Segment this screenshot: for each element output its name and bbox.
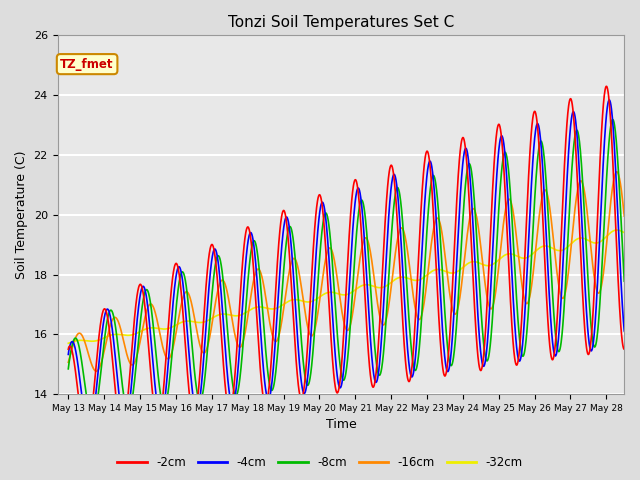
Text: TZ_fmet: TZ_fmet xyxy=(60,58,114,71)
Title: Tonzi Soil Temperatures Set C: Tonzi Soil Temperatures Set C xyxy=(228,15,454,30)
Y-axis label: Soil Temperature (C): Soil Temperature (C) xyxy=(15,150,28,279)
Legend: -2cm, -4cm, -8cm, -16cm, -32cm: -2cm, -4cm, -8cm, -16cm, -32cm xyxy=(113,452,527,474)
X-axis label: Time: Time xyxy=(326,419,356,432)
